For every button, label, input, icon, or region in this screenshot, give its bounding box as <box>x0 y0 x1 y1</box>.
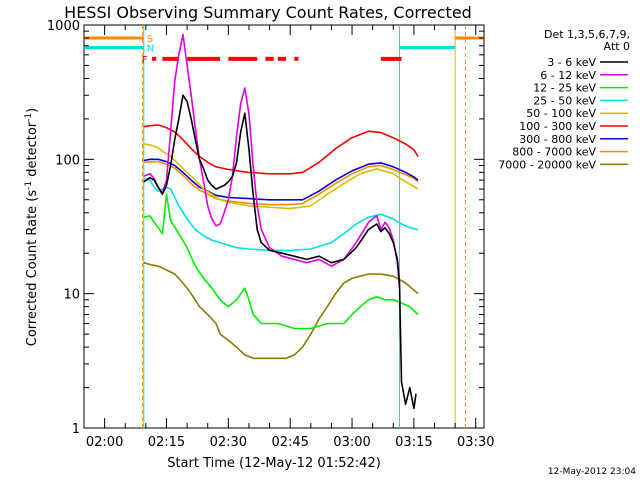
legend-label: 6 - 12 keV <box>540 69 596 82</box>
y-axis-label-exp2: -1 <box>24 113 34 122</box>
plot-frame <box>83 24 485 429</box>
y-axis-label-end: ) <box>25 108 40 113</box>
series-line <box>143 124 419 175</box>
y-tick-label: 100 <box>55 153 80 168</box>
y-tick-label: 1000 <box>47 19 80 34</box>
legend-label: 12 - 25 keV <box>533 82 596 95</box>
legend-label: 25 - 50 keV <box>533 94 596 107</box>
legend-header-attenuator: Att 0 <box>604 40 630 53</box>
x-tick-label: 03:15 <box>395 435 432 450</box>
plot-area: SNF <box>83 24 485 429</box>
series-line <box>143 261 419 360</box>
state-markers: SNF <box>84 34 484 66</box>
legend-label: 100 - 300 keV <box>519 120 596 133</box>
series-line <box>143 193 419 330</box>
legend-label: 800 - 7000 keV <box>512 146 596 159</box>
series-line <box>143 94 417 410</box>
series-line <box>143 33 401 289</box>
y-axis-label: Corrected Count Rate (s-1 detector-1) <box>24 108 40 346</box>
legend-header-detectors: Det 1,3,5,6,7,9, <box>544 28 630 41</box>
y-axis-label-mid: detector <box>25 121 40 181</box>
chart-title: HESSI Observing Summary Count Rates, Cor… <box>64 3 472 22</box>
x-tick-label: 03:30 <box>457 435 494 450</box>
legend-label: 50 - 100 keV <box>526 107 596 120</box>
series-line <box>143 160 419 206</box>
x-tick-label: 02:00 <box>86 435 123 450</box>
y-axis: 1 10 100 1000 <box>47 19 484 437</box>
x-axis: 02:00 02:15 02:30 02:45 03:00 03:15 03:30 <box>83 25 494 450</box>
x-axis-label: Start Time (12-May-12 01:52:42) <box>167 456 381 471</box>
legend-label: 300 - 800 keV <box>519 133 596 146</box>
event-lines <box>142 25 466 428</box>
y-axis-label-main: Corrected Count Rate (s <box>25 190 40 347</box>
x-tick-label: 02:30 <box>210 435 247 450</box>
x-tick-label: 03:00 <box>333 435 370 450</box>
y-tick-label: 1 <box>72 422 80 437</box>
y-tick-label: 10 <box>63 288 80 303</box>
legend-label: 3 - 6 keV <box>547 56 596 69</box>
generation-timestamp: 12-May-2012 23:04 <box>548 467 636 477</box>
legend-label: 7000 - 20000 keV <box>498 158 596 171</box>
state-marker-label: S <box>147 34 153 45</box>
series-line <box>143 158 419 201</box>
x-tick-label: 02:15 <box>148 435 185 450</box>
series-line <box>143 177 419 252</box>
x-tick-label: 02:45 <box>271 435 308 450</box>
flare-marker-label: F <box>142 55 148 66</box>
y-axis-label-exp1: -1 <box>24 181 34 190</box>
state-marker-label: N <box>147 43 154 54</box>
series-lines <box>143 33 419 410</box>
